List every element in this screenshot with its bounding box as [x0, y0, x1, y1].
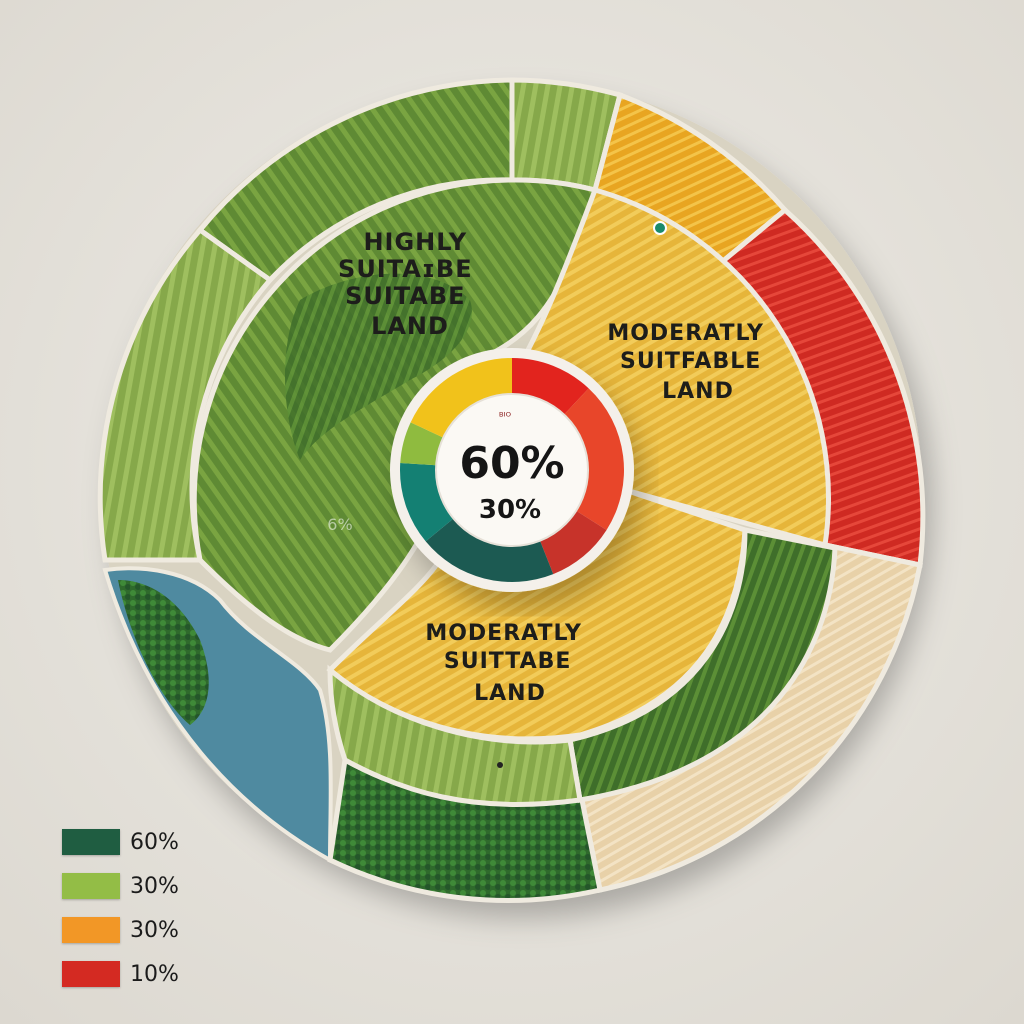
- moderately-suitable-lower-label: MODERATLY SUITTABE LAND: [425, 621, 590, 706]
- moderately-suitable-upper-label: MODERATLY SUITFABLE LAND: [607, 321, 772, 404]
- center-small-mark: ᴮᴵᴼ: [499, 410, 512, 423]
- highly-suitable-label-line-1: HIGHLY: [363, 228, 467, 256]
- moderately-upper-label-line-2: SUITFABLE: [620, 349, 761, 374]
- legend-item: 30%: [62, 908, 222, 952]
- legend-swatch: [62, 829, 120, 855]
- map-marker-small: [497, 762, 503, 768]
- highly-suitable-label-line-3: SUITABE: [345, 282, 465, 310]
- highly-suitable-label-line-4: LAND: [371, 312, 449, 340]
- center-ring-segment-4: [400, 462, 454, 542]
- legend-label: 10%: [130, 961, 179, 987]
- center-ring-segment-1: [564, 388, 624, 531]
- center-ring-segment-5: [400, 422, 444, 466]
- moderately-lower-label-line-3: LAND: [474, 681, 546, 706]
- center-ring-segment-3: [425, 518, 554, 583]
- highly-suitable-region: [191, 177, 599, 653]
- center-ring-segments: [400, 358, 624, 583]
- center-ring-segment-6: [410, 358, 512, 438]
- legend-swatch: [62, 873, 120, 899]
- legend-swatch: [62, 917, 120, 943]
- moderately-lower-label-line-1: MODERATLY: [425, 621, 582, 646]
- highly-suitable-inner-patch: [285, 273, 472, 460]
- center-ring-segment-0: [512, 358, 589, 415]
- legend-item: 60%: [62, 820, 222, 864]
- highly-suitable-label: HIGHLY SUITAɪBE SUITABE LAND: [338, 228, 482, 340]
- light-green-band-lower: [327, 664, 583, 807]
- map-marker-green: [653, 221, 667, 235]
- faint-percent-label: 6%: [327, 515, 352, 534]
- legend-label: 30%: [130, 917, 179, 943]
- moderately-upper-label-line-3: LAND: [662, 379, 734, 404]
- moderately-lower-label-line-2: SUITTABE: [444, 649, 572, 674]
- legend-item: 30%: [62, 864, 222, 908]
- highly-suitable-label-line-2: SUITAɪBE: [338, 255, 473, 283]
- center-ring-segment-2: [539, 510, 607, 575]
- legend-label: 60%: [130, 829, 179, 855]
- legend-item: 10%: [62, 952, 222, 996]
- legend-label: 30%: [130, 873, 179, 899]
- legend-swatch: [62, 961, 120, 987]
- center-main-value: 60%: [459, 438, 564, 489]
- legend: 60% 30% 30% 10%: [62, 820, 222, 996]
- center-sub-value: 30%: [479, 495, 541, 525]
- moderately-upper-label-line-1: MODERATLY: [607, 321, 764, 346]
- center-ring-hole: [435, 393, 589, 547]
- lakeside-forest: [118, 580, 209, 725]
